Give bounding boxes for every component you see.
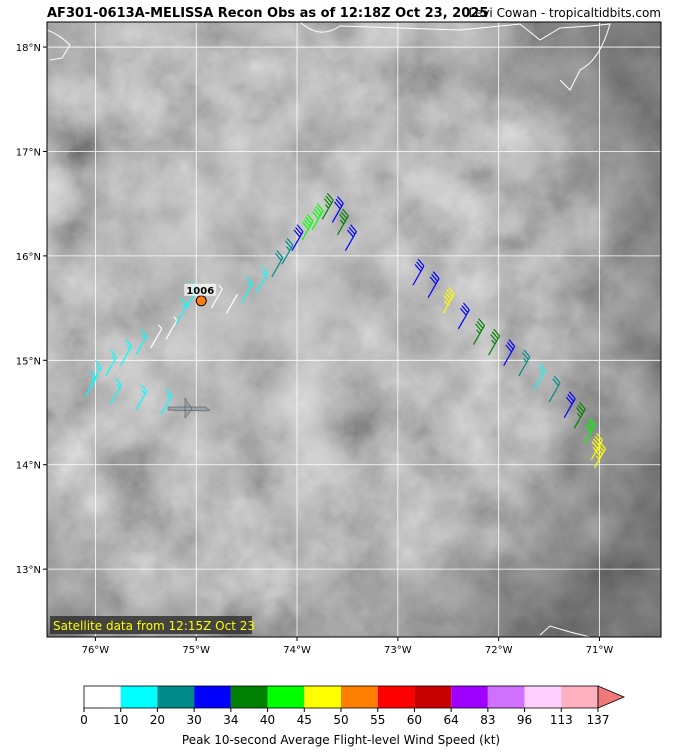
colorbar-tick-label: 113 <box>550 713 573 727</box>
image-shading <box>47 22 661 637</box>
wind-barb <box>291 224 304 251</box>
x-tick-label: 72°W <box>485 645 513 656</box>
colorbar-swatch <box>304 686 341 708</box>
y-tick-label: 18°N <box>16 43 41 54</box>
pressure-label: 1006 <box>186 286 214 297</box>
wind-barb <box>442 286 455 314</box>
y-tick-label: 14°N <box>16 461 41 472</box>
map-frame <box>46 21 662 638</box>
wind-barb <box>241 276 254 304</box>
colorbar-swatch <box>230 686 268 708</box>
colorbar-tick-label: 96 <box>517 713 532 727</box>
wind-barb <box>518 349 531 377</box>
colorbar-swatch <box>414 686 452 708</box>
colorbar-swatch <box>487 686 525 708</box>
wind-barb <box>150 324 163 349</box>
colorbar-swatch <box>341 686 378 708</box>
wind-barb <box>412 258 425 286</box>
colorbar-swatch <box>377 686 415 708</box>
wind-barb <box>563 391 576 419</box>
wind-barb <box>120 339 133 366</box>
storm-center <box>195 295 207 307</box>
y-tick-label: 17°N <box>16 147 41 158</box>
colorbar-tick-label: 64 <box>444 713 459 727</box>
map-area: 1006 <box>47 22 661 637</box>
coastline <box>47 22 611 637</box>
colorbar-tick-label: 137 <box>587 713 610 727</box>
x-tick-label: 73°W <box>384 645 412 656</box>
wind-barb <box>331 196 344 223</box>
colorbar-swatch <box>157 686 195 708</box>
wind-barb <box>590 433 603 460</box>
wind-barb <box>573 401 586 429</box>
colorbar-swatch <box>120 686 158 708</box>
wind-barb <box>583 417 596 445</box>
aircraft-icon <box>167 397 211 419</box>
colorbar-tick-label: 10 <box>113 713 128 727</box>
title: AF301-0613A-MELISSA Recon Obs as of 12:1… <box>47 6 488 21</box>
wind-barb <box>321 192 334 220</box>
colorbar-tick-label: 34 <box>223 713 238 727</box>
wind-barb <box>336 208 349 236</box>
colorbar-tick-label: 50 <box>333 713 348 727</box>
colorbar-swatch <box>561 686 598 708</box>
colorbar: 0 10 20 30 34 40 45 50 55 60 64 83 96 113 137 <box>80 685 626 727</box>
wind-barb <box>135 328 148 356</box>
colorbar-tick-label: 45 <box>297 713 312 727</box>
wind-barb <box>256 266 269 293</box>
wind-barb <box>175 297 188 325</box>
colorbar-label: Peak 10-second Average Flight-level Wind… <box>182 733 500 747</box>
wind-barb <box>457 302 470 330</box>
colorbar-extend <box>597 685 626 709</box>
wind-barb <box>472 318 485 345</box>
colorbar-tick-label: 40 <box>260 713 275 727</box>
x-tick-label: 71°W <box>586 645 614 656</box>
x-tick-label: 76°W <box>82 645 110 656</box>
wind-barb <box>271 250 284 278</box>
pressure-box <box>184 283 217 296</box>
colorbar-tick-label: 83 <box>480 713 495 727</box>
colorbar-tick-label: 20 <box>150 713 165 727</box>
colorbar-tick-label: 60 <box>407 713 422 727</box>
colorbar-tick-label: 30 <box>187 713 202 727</box>
wind-barb <box>344 224 357 251</box>
wind-barb <box>301 213 314 241</box>
wind-barb <box>135 384 148 411</box>
wind-barb <box>210 284 223 309</box>
wind-barb <box>160 388 173 415</box>
wind-barb <box>311 203 324 231</box>
y-tick-label: 16°N <box>16 252 41 263</box>
x-tick-label: 75°W <box>182 645 210 656</box>
wind-barb <box>503 339 516 366</box>
wind-barb <box>104 349 117 377</box>
wind-barb <box>89 360 102 387</box>
colorbar-tick-label: 55 <box>370 713 385 727</box>
wind-barb <box>593 441 606 469</box>
note-box <box>50 616 252 634</box>
credit: Levi Cowan - tropicaltidbits.com <box>468 6 661 20</box>
colorbar-tick-label: 0 <box>80 713 88 727</box>
y-tick-label: 13°N <box>16 565 41 576</box>
x-tick-label: 74°W <box>283 645 311 656</box>
wind-barb <box>488 328 501 356</box>
wind-barb <box>548 375 561 403</box>
map-marks: 1006 <box>47 22 661 637</box>
wind-barb <box>225 293 238 314</box>
wind-barb <box>165 316 178 340</box>
colorbar-swatch <box>267 686 305 708</box>
wind-barb <box>281 237 294 265</box>
satellite-note: Satellite data from 12:15Z Oct 23 <box>53 619 255 633</box>
wind-barb <box>427 271 440 298</box>
colorbar-swatch <box>84 686 121 708</box>
wind-barb <box>109 377 122 405</box>
wind-barb <box>533 363 546 390</box>
colorbar-swatch <box>451 686 488 708</box>
colorbar-swatch <box>194 686 231 708</box>
y-tick-label: 15°N <box>16 356 41 367</box>
colorbar-swatch <box>524 686 562 708</box>
